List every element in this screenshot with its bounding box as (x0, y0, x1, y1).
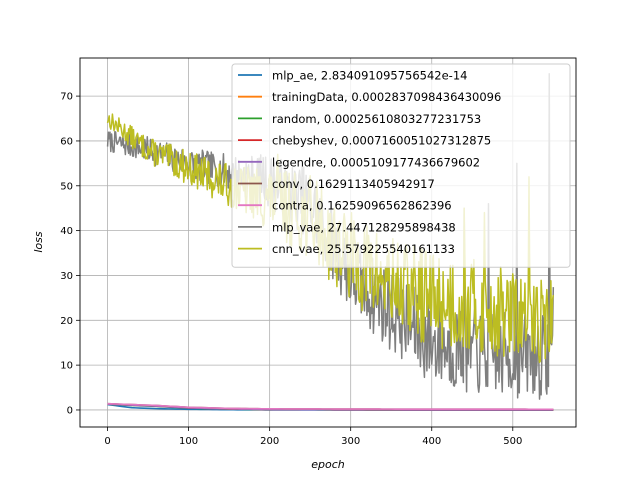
legend-entry: random, 0.00025610803277231753 (272, 112, 481, 126)
y-tick-label: 10 (60, 361, 73, 372)
y-tick-label: 60 (60, 136, 73, 147)
legend-entry: legendre, 0.0005109177436679602 (272, 155, 480, 169)
legend-entry: trainingData, 0.0002837098436430096 (272, 90, 501, 104)
x-tick-label: 0 (104, 436, 110, 447)
y-axis-label: loss (32, 231, 45, 253)
legend-box (231, 63, 571, 268)
x-axis-label: epoch (311, 458, 345, 471)
legend-entry: cnn_vae, 25.579225540161133 (272, 242, 455, 256)
legend-entry: mlp_vae, 27.447128295898438 (272, 220, 456, 234)
plot-frame (79, 57, 577, 428)
x-tick-label: 500 (503, 436, 522, 447)
series-line-6 (107, 402, 554, 411)
x-tick-label: 200 (260, 436, 279, 447)
legend-entry: mlp_ae, 2.834091095756542e-14 (272, 69, 467, 83)
y-tick-label: 30 (60, 271, 73, 282)
legend-entry: chebyshev, 0.0007160051027312875 (272, 134, 491, 148)
legend-entry: contra, 0.16259096562862396 (272, 199, 452, 213)
x-tick-label: 300 (341, 436, 360, 447)
y-tick-label: 0 (67, 405, 73, 416)
legend: mlp_ae, 2.834091095756542e-14 trainingDat… (231, 63, 571, 268)
y-axis-ticks: 0 10 20 30 40 50 60 70 (60, 92, 80, 416)
y-tick-label: 40 (60, 226, 73, 237)
x-axis-ticks: 0 100 200 300 400 500 (104, 427, 522, 447)
y-tick-label: 70 (60, 92, 73, 103)
x-tick-label: 100 (179, 436, 198, 447)
x-tick-label: 400 (422, 436, 441, 447)
y-tick-label: 50 (60, 181, 73, 192)
y-tick-label: 20 (60, 316, 73, 327)
legend-entry: conv, 0.1629113405942917 (272, 177, 435, 191)
